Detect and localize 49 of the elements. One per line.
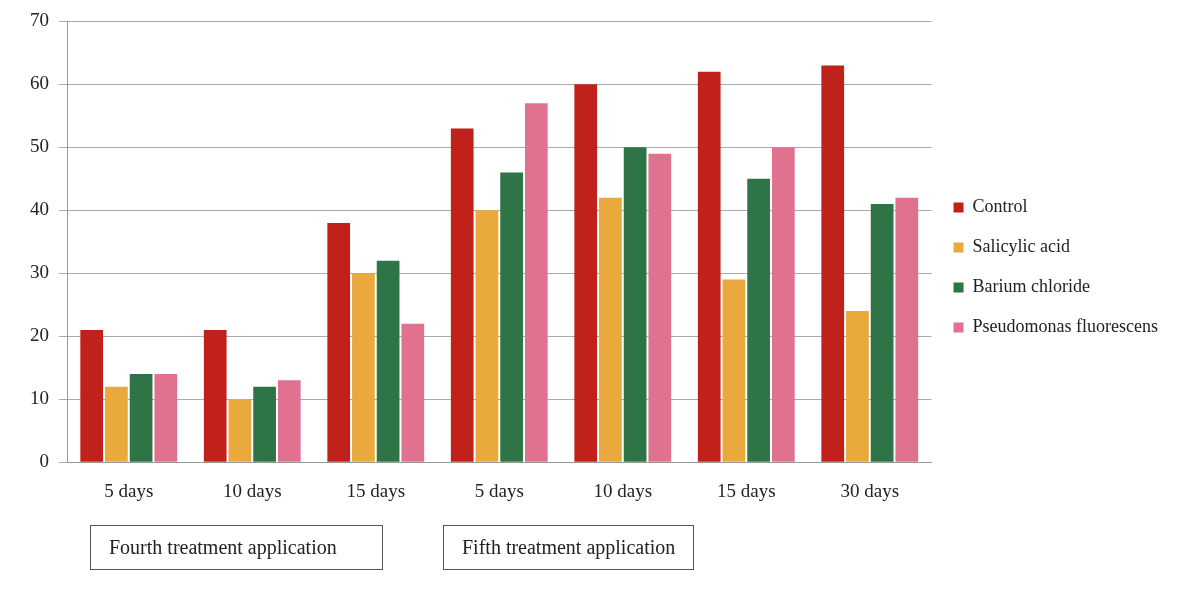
- bar: [648, 153, 672, 462]
- x-tick-label: 5 days: [474, 479, 524, 501]
- bar: [105, 386, 128, 462]
- bar: [722, 279, 746, 462]
- x-tick-label: 15 days: [346, 479, 406, 501]
- bar: [821, 65, 845, 462]
- x-tick-label: 5 days: [104, 479, 154, 501]
- legend-label: Control: [972, 196, 1028, 217]
- x-tick-label: 15 days: [716, 479, 776, 501]
- text: Fifth treatment application: [443, 525, 695, 570]
- bar: [500, 172, 523, 462]
- x-tick-label: 10 days: [593, 479, 653, 501]
- bar: [401, 323, 425, 462]
- y-tick-label: 60: [30, 72, 49, 94]
- y-tick-label: 50: [30, 135, 49, 157]
- bar: [277, 380, 301, 462]
- bar: [450, 128, 474, 462]
- bar: [895, 197, 919, 462]
- bar: [327, 222, 351, 462]
- y-tick-label: 70: [30, 9, 49, 31]
- bar: [870, 204, 894, 462]
- y-tick-label: 10: [30, 387, 49, 409]
- bar: [253, 386, 276, 462]
- bar: [154, 374, 178, 462]
- y-tick-label: 20: [30, 324, 49, 346]
- bar: [475, 210, 499, 462]
- bar: [574, 84, 598, 462]
- bar: [599, 197, 622, 462]
- bar: [203, 329, 227, 462]
- y-tick-label: 40: [30, 198, 49, 220]
- legend-label: Salicylic acid: [972, 236, 1070, 257]
- text: Fourth treatment application: [90, 525, 383, 570]
- bar: [129, 374, 153, 462]
- y-tick-label: 30: [30, 261, 49, 283]
- bar: [747, 178, 770, 462]
- bar: [376, 260, 400, 462]
- legend-label: Pseudomonas fluorescens: [972, 316, 1158, 337]
- x-tick-label: 30 days: [840, 479, 900, 501]
- bar: [80, 329, 104, 462]
- bar: [352, 273, 375, 462]
- bar: [771, 147, 795, 462]
- bar: [228, 399, 252, 462]
- x-tick-label: 10 days: [222, 479, 282, 501]
- bar: [697, 71, 721, 462]
- y-tick-label: 0: [39, 450, 49, 472]
- bar: [846, 311, 869, 462]
- bar: [524, 103, 548, 462]
- bar: [623, 147, 647, 462]
- legend-label: Barium chloride: [972, 276, 1091, 297]
